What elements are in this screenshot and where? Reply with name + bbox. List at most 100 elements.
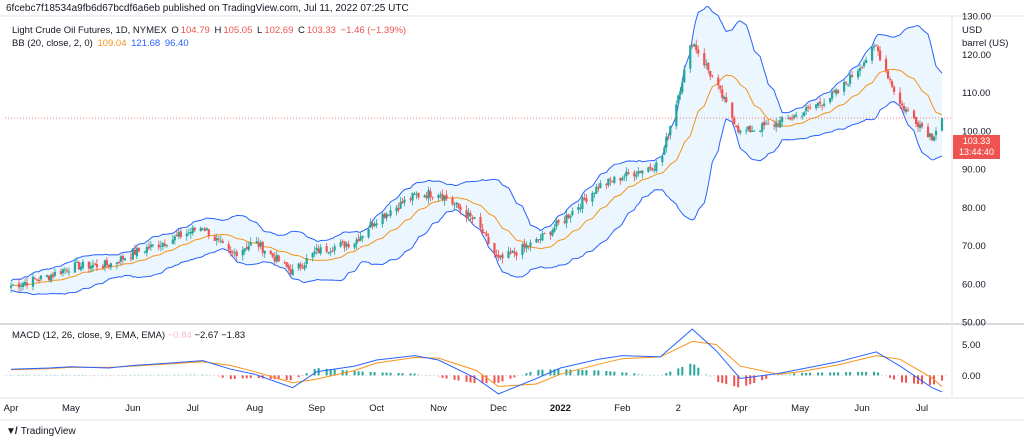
- candle-body: [341, 241, 344, 243]
- candle-body: [581, 197, 584, 209]
- candle-body: [117, 261, 120, 264]
- candle-body: [904, 109, 908, 112]
- candle-body: [499, 255, 502, 258]
- macd-histogram-bar: [389, 372, 392, 376]
- candle-body: [487, 236, 490, 245]
- candle-body: [809, 107, 812, 109]
- candle-body: [205, 228, 208, 231]
- macd-histogram-bar: [837, 372, 840, 376]
- macd-histogram-bar: [313, 369, 316, 376]
- candle-body: [711, 75, 714, 77]
- time-tick-label: Dec: [490, 403, 507, 414]
- candle-body: [625, 171, 628, 177]
- candle-body: [9, 285, 13, 288]
- change-value: −1.46 (−1.39%): [340, 25, 407, 36]
- macd-signal-line: [10, 340, 943, 388]
- candle-body: [551, 230, 554, 236]
- macd-histogram-bar: [305, 373, 308, 376]
- candle-body: [11, 284, 15, 286]
- macd-histogram-bar: [129, 374, 132, 376]
- macd-histogram-bar: [637, 373, 640, 376]
- candle-body: [801, 115, 804, 117]
- candle-body: [245, 247, 248, 249]
- candle-body: [287, 265, 290, 270]
- candle-body: [902, 105, 906, 111]
- candle-body: [37, 279, 41, 281]
- candle-body: [793, 115, 796, 118]
- price-tick-label: 80.00: [962, 203, 986, 214]
- candle-body: [597, 187, 600, 189]
- candle-body: [847, 84, 850, 86]
- candle-body: [521, 244, 524, 255]
- macd-histogram-bar: [625, 372, 628, 376]
- time-tick-label: May: [791, 403, 809, 414]
- macd-histogram-bar: [245, 375, 248, 379]
- candle-body: [705, 64, 708, 66]
- candle-body: [189, 231, 192, 234]
- macd-histogram-bar: [689, 363, 692, 376]
- macd-histogram-bar: [653, 374, 656, 376]
- candle-body: [835, 89, 838, 94]
- macd-histogram-bar: [437, 375, 440, 378]
- candle-body: [297, 263, 300, 269]
- macd-histogram-bar: [357, 371, 360, 376]
- candle-body: [133, 249, 136, 255]
- time-tick-label: May: [62, 403, 80, 414]
- candle-body: [413, 193, 416, 195]
- macd-histogram-bar: [233, 375, 236, 379]
- macd-histogram-bar: [873, 371, 876, 376]
- candle-body: [607, 178, 610, 186]
- macd-histogram-bar: [401, 373, 404, 376]
- macd-histogram-bar: [117, 375, 120, 377]
- candle-body: [443, 195, 446, 201]
- price-legend: Light Crude Oil Futures, 1D, NYMEX O 104.…: [12, 24, 408, 50]
- macd-histogram-bar: [37, 374, 40, 376]
- candle-body: [647, 167, 650, 172]
- candle-body: [453, 204, 456, 206]
- time-tick-label: Nov: [430, 403, 447, 414]
- macd-histogram-bar: [569, 369, 572, 376]
- macd-histogram-bar: [33, 374, 36, 376]
- price-tick-label: 100.00: [962, 126, 991, 137]
- candle-body: [495, 254, 498, 256]
- time-tick-label: Jun: [125, 403, 140, 414]
- candle-body: [892, 87, 896, 92]
- candle-body: [329, 251, 332, 253]
- candle-body: [803, 112, 806, 117]
- candle-body: [884, 58, 888, 71]
- time-tick-label: Apr: [733, 403, 748, 414]
- macd-histogram-bar: [441, 375, 444, 378]
- candle-body: [311, 252, 314, 258]
- candle-body: [509, 252, 512, 254]
- candle-body: [381, 213, 384, 225]
- candle-body: [585, 198, 588, 202]
- candle-body: [345, 243, 348, 247]
- candle-body: [515, 252, 518, 256]
- macd-histogram-bar: [185, 374, 188, 376]
- macd-histogram-bar: [917, 375, 920, 384]
- candle-body: [856, 70, 860, 78]
- candle-body: [900, 103, 904, 106]
- bb-basis-value: 109.04: [97, 38, 127, 49]
- price-tick-label: 130.00: [962, 12, 991, 23]
- candle-body: [459, 206, 462, 211]
- candle-body: [579, 207, 582, 209]
- macd-histogram-bar: [269, 375, 272, 379]
- candle-body: [543, 233, 546, 235]
- candle-body: [81, 261, 85, 268]
- candle-body: [479, 216, 482, 228]
- candle-body: [269, 250, 272, 254]
- candle-body: [39, 275, 43, 280]
- candle-body: [677, 95, 680, 104]
- candle-body: [45, 275, 49, 277]
- macd-histogram-bar: [541, 369, 544, 376]
- candle-body: [583, 197, 586, 200]
- candle-body: [23, 282, 27, 285]
- macd-signal-value: −1.83: [221, 330, 246, 341]
- candle-body: [395, 207, 398, 212]
- candle-body: [277, 255, 280, 262]
- macd-histogram-bar: [521, 374, 524, 376]
- candle-body: [599, 183, 602, 189]
- candle-body: [331, 250, 334, 252]
